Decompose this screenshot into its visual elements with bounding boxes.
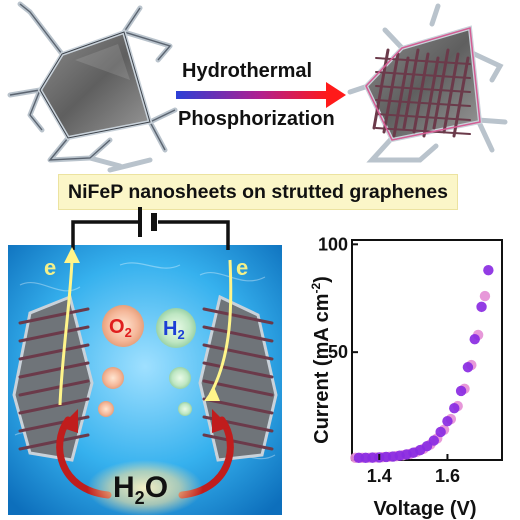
title-banner: NiFeP nanosheets on strutted graphenes bbox=[58, 174, 458, 210]
data-point bbox=[455, 385, 467, 397]
o2-bubble-tiny bbox=[98, 401, 114, 417]
data-point bbox=[483, 264, 494, 276]
bare-graphene-icon bbox=[7, 1, 178, 173]
nanosheet-stroke bbox=[375, 85, 471, 93]
water-label: H2O bbox=[113, 471, 168, 508]
battery-icon bbox=[138, 207, 157, 237]
reaction-arrowhead-right-icon bbox=[212, 409, 230, 433]
x-tick-label: 1.4 bbox=[367, 466, 392, 486]
o2-bubble-small bbox=[102, 367, 124, 389]
plot-frame bbox=[351, 239, 503, 461]
electron-label-left: e bbox=[44, 255, 56, 280]
water-glow bbox=[87, 460, 203, 516]
h2-bubble-tiny bbox=[178, 402, 192, 416]
nanosheet-graphene-icon bbox=[347, 3, 508, 163]
nanosheet-stroke bbox=[412, 52, 430, 134]
data-point bbox=[462, 362, 474, 373]
nanosheet-stroke bbox=[18, 343, 90, 361]
data-point bbox=[476, 301, 487, 313]
process-arrow-icon bbox=[176, 82, 346, 108]
nanosheet-stroke bbox=[382, 52, 400, 134]
nanosheet-stroke bbox=[18, 379, 90, 397]
polarization-chart: 1.4 1.6 50 100 Voltage (V) Current (mA cm-2… bbox=[309, 234, 503, 520]
water-splitting-cell: e e O2 H2 H2O bbox=[8, 207, 282, 516]
electron-arrowhead-right-icon bbox=[204, 387, 220, 401]
data-point bbox=[442, 415, 453, 427]
step-hydrothermal-label: Hydrothermal bbox=[182, 60, 313, 82]
nanosheet-stroke bbox=[375, 71, 471, 79]
nanosheet-stroke bbox=[18, 433, 90, 451]
circuit-wire bbox=[71, 220, 230, 250]
nanosheet-stroke bbox=[202, 361, 274, 379]
x-tick-label: 1.6 bbox=[435, 466, 460, 486]
data-point bbox=[428, 435, 440, 446]
nanosheet-stroke bbox=[375, 113, 471, 121]
data-points bbox=[350, 264, 494, 464]
h2-bubble bbox=[156, 308, 196, 348]
h2-bubble-small bbox=[169, 367, 191, 389]
nanosheet-stroke bbox=[18, 307, 90, 325]
tick-labels: 1.4 1.6 50 100 bbox=[318, 234, 460, 486]
y-tick-label: 50 bbox=[328, 342, 348, 362]
x-axis-label: Voltage (V) bbox=[374, 498, 477, 520]
nanosheet-stroke bbox=[452, 56, 470, 138]
electron-arrowhead-left-icon bbox=[64, 247, 80, 263]
reaction-arrowhead-left-icon bbox=[60, 409, 78, 433]
nanosheet-stroke bbox=[18, 397, 90, 415]
data-point bbox=[469, 334, 480, 345]
nanosheet-stroke bbox=[422, 56, 440, 138]
y-axis-label: Current (mA cm-2) bbox=[309, 276, 333, 444]
o2-label: O2 bbox=[109, 316, 132, 340]
nanosheet-stroke bbox=[202, 433, 274, 451]
electron-label-right: e bbox=[236, 255, 248, 280]
electron-flow-arrows bbox=[58, 259, 233, 406]
nanosheet-stroke bbox=[18, 325, 90, 343]
synthesis-scheme bbox=[7, 1, 508, 173]
nanosheet-stroke bbox=[375, 127, 471, 135]
nanosheet-stroke bbox=[202, 343, 274, 361]
o2-bubble bbox=[102, 305, 144, 347]
plot-border bbox=[351, 239, 503, 461]
data-point bbox=[435, 426, 446, 438]
step-phosphorization-label: Phosphorization bbox=[178, 108, 335, 130]
nanosheet-stroke bbox=[202, 325, 274, 343]
y-tick-label: 100 bbox=[318, 234, 348, 254]
nanosheet-stroke bbox=[202, 307, 274, 325]
data-point bbox=[449, 403, 460, 414]
nanosheet-stroke bbox=[202, 397, 274, 415]
h2-label: H2 bbox=[163, 318, 185, 342]
data-point bbox=[479, 290, 491, 302]
nanosheet-stroke bbox=[375, 99, 471, 107]
nanosheet-stroke bbox=[18, 361, 90, 379]
nanosheet-stroke bbox=[392, 56, 410, 138]
